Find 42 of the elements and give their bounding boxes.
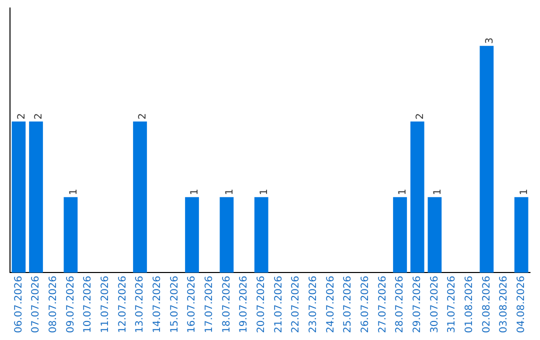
x-tick-label: 22.07.2026 — [290, 276, 302, 334]
x-tick-label: 31.07.2026 — [446, 276, 458, 334]
x-tick-label: 14.07.2026 — [152, 276, 163, 334]
x-tick-label: 19.07.2026 — [238, 276, 250, 334]
x-tick-label: 25.07.2026 — [342, 276, 354, 334]
x-tick-label: 01.08.2026 — [464, 276, 475, 334]
x-tick-label: 11.07.2026 — [100, 276, 111, 334]
data-label: 1 — [68, 188, 80, 196]
x-tick-label: 17.07.2026 — [204, 276, 215, 334]
x-tick-label: 23.07.2026 — [308, 276, 319, 334]
data-label: 2 — [16, 113, 28, 120]
data-label: 1 — [224, 188, 236, 196]
x-tick-label: 13.07.2026 — [134, 276, 146, 334]
x-tick-label: 29.07.2026 — [412, 276, 423, 334]
data-label: 2 — [414, 113, 426, 120]
data-label: 1 — [432, 188, 444, 196]
x-tick-label: 12.07.2026 — [117, 276, 128, 334]
x-tick-label: 04.08.2026 — [516, 276, 527, 334]
x-tick-label: 21.07.2026 — [273, 276, 284, 334]
x-tick-label: 16.07.2026 — [186, 276, 198, 334]
x-tick-label: 10.07.2026 — [82, 276, 94, 334]
data-label: 1 — [258, 188, 270, 196]
data-label: 1 — [518, 188, 530, 196]
x-tick-label: 08.07.2026 — [48, 276, 59, 334]
x-tick-label: 02.08.2026 — [481, 276, 492, 334]
x-tick-label: 15.07.2026 — [169, 276, 180, 334]
x-tick-label: 28.07.2026 — [394, 276, 406, 334]
x-tick-label: 26.07.2026 — [360, 276, 371, 334]
data-label: 1 — [190, 188, 201, 196]
x-tick-label: 30.07.2026 — [429, 276, 440, 334]
x-tick-label: 18.07.2026 — [221, 276, 232, 334]
data-label: 2 — [34, 113, 45, 120]
x-tick-label: 20.07.2026 — [256, 276, 267, 334]
x-tick-label: 24.07.2026 — [325, 276, 336, 334]
x-tick-label: 27.07.2026 — [377, 276, 388, 334]
x-tick-label: 09.07.2026 — [65, 276, 76, 334]
x-tick-label: 03.08.2026 — [498, 276, 510, 334]
x-tick-label: 06.07.2026 — [13, 276, 24, 334]
data-label: 1 — [398, 188, 409, 196]
data-label: 3 — [484, 37, 496, 44]
x-tick-label: 07.07.2026 — [30, 276, 42, 334]
data-label: 2 — [138, 113, 149, 120]
